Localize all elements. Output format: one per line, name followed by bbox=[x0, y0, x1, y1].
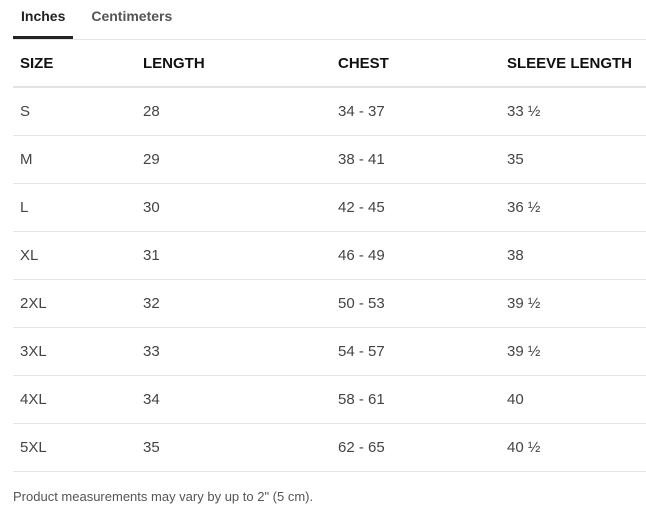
cell-length: 28 bbox=[136, 87, 331, 136]
cell-size: 3XL bbox=[13, 327, 136, 376]
cell-length: 29 bbox=[136, 135, 331, 184]
cell-chest: 46 - 49 bbox=[331, 231, 500, 280]
table-header-row: SIZE LENGTH CHEST SLEEVE LENGTH bbox=[13, 40, 646, 88]
cell-length: 35 bbox=[136, 423, 331, 472]
cell-size: S bbox=[13, 87, 136, 136]
cell-chest: 42 - 45 bbox=[331, 183, 500, 232]
cell-size: 4XL bbox=[13, 375, 136, 424]
table-row: 4XL 34 58 - 61 40 bbox=[13, 375, 646, 424]
table-row: 5XL 35 62 - 65 40 ½ bbox=[13, 423, 646, 472]
cell-size: M bbox=[13, 135, 136, 184]
header-sleeve-length: SLEEVE LENGTH bbox=[500, 40, 646, 88]
header-size: SIZE bbox=[13, 40, 136, 88]
cell-size: L bbox=[13, 183, 136, 232]
cell-chest: 58 - 61 bbox=[331, 375, 500, 424]
tab-centimeters[interactable]: Centimeters bbox=[91, 8, 173, 24]
cell-chest: 50 - 53 bbox=[331, 279, 500, 328]
cell-sleeve-length: 40 ½ bbox=[500, 423, 646, 472]
cell-length: 33 bbox=[136, 327, 331, 376]
cell-size: 2XL bbox=[13, 279, 136, 328]
cell-sleeve-length: 38 bbox=[500, 231, 646, 280]
header-chest: CHEST bbox=[331, 40, 500, 88]
table-row: XL 31 46 - 49 38 bbox=[13, 231, 646, 280]
cell-length: 32 bbox=[136, 279, 331, 328]
table-row: S 28 34 - 37 33 ½ bbox=[13, 87, 646, 136]
cell-length: 34 bbox=[136, 375, 331, 424]
cell-sleeve-length: 33 ½ bbox=[500, 87, 646, 136]
table-row: L 30 42 - 45 36 ½ bbox=[13, 183, 646, 232]
size-chart-table: SIZE LENGTH CHEST SLEEVE LENGTH S 28 34 - … bbox=[13, 40, 646, 472]
header-length: LENGTH bbox=[136, 40, 331, 88]
cell-sleeve-length: 35 bbox=[500, 135, 646, 184]
unit-tabs: Inches Centimeters bbox=[13, 0, 646, 40]
cell-sleeve-length: 40 bbox=[500, 375, 646, 424]
table-row: M 29 38 - 41 35 bbox=[13, 135, 646, 184]
footnote: Product measurements may vary by up to 2… bbox=[13, 489, 314, 504]
cell-length: 31 bbox=[136, 231, 331, 280]
cell-size: 5XL bbox=[13, 423, 136, 472]
cell-chest: 38 - 41 bbox=[331, 135, 500, 184]
tab-inches[interactable]: Inches bbox=[13, 0, 74, 39]
cell-sleeve-length: 39 ½ bbox=[500, 279, 646, 328]
cell-sleeve-length: 36 ½ bbox=[500, 183, 646, 232]
cell-chest: 34 - 37 bbox=[331, 87, 500, 136]
table-row: 3XL 33 54 - 57 39 ½ bbox=[13, 327, 646, 376]
cell-length: 30 bbox=[136, 183, 331, 232]
cell-chest: 62 - 65 bbox=[331, 423, 500, 472]
cell-sleeve-length: 39 ½ bbox=[500, 327, 646, 376]
cell-chest: 54 - 57 bbox=[331, 327, 500, 376]
cell-size: XL bbox=[13, 231, 136, 280]
table-row: 2XL 32 50 - 53 39 ½ bbox=[13, 279, 646, 328]
